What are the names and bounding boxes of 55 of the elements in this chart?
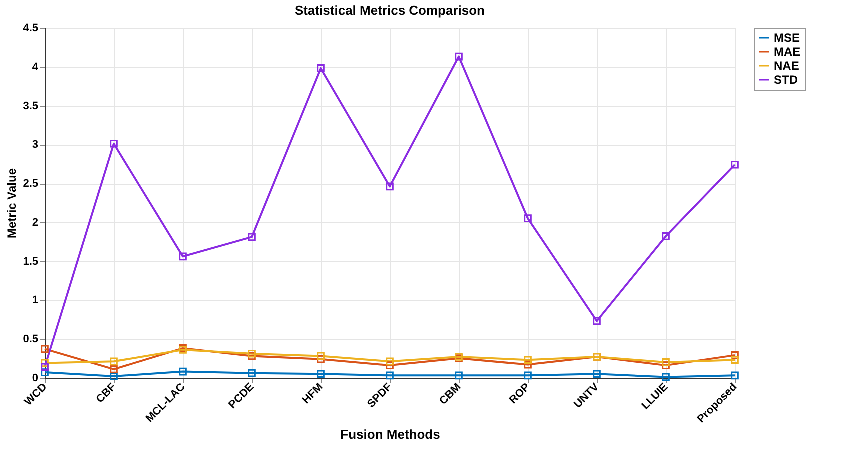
point [662, 232, 670, 240]
point [662, 358, 670, 366]
point [110, 358, 118, 366]
y-tick-label: 1.5 [23, 256, 38, 268]
point [386, 372, 394, 380]
point [41, 363, 49, 372]
point [386, 182, 394, 191]
point [455, 372, 463, 380]
point [248, 352, 256, 360]
point [41, 368, 49, 376]
point [317, 64, 325, 72]
point [386, 358, 394, 366]
point [662, 373, 670, 382]
point [593, 370, 601, 378]
point [524, 214, 532, 222]
y-tick-label: 3 [32, 139, 38, 152]
point [41, 359, 49, 368]
y-tick-label: 2 [32, 216, 38, 229]
legend-label: MAE [774, 45, 801, 59]
point [248, 233, 256, 242]
point [248, 350, 256, 358]
point [317, 355, 325, 364]
point [731, 160, 739, 169]
point [524, 356, 532, 364]
x-axis-title: Fusion Methods [340, 426, 440, 442]
point [248, 369, 256, 378]
point [593, 317, 601, 326]
y-tick-label: 0.5 [23, 334, 38, 346]
y-axis-title: Metric Value [5, 168, 20, 239]
y-tick-label: 2.5 [23, 178, 38, 190]
point [110, 372, 118, 380]
point [386, 362, 394, 370]
point [731, 372, 739, 380]
point [524, 372, 532, 380]
point [731, 356, 739, 364]
y-tick-label: 3.5 [23, 100, 38, 112]
y-tick-label: 4 [32, 61, 40, 74]
point [110, 140, 118, 148]
legend-label: NAE [774, 59, 800, 73]
point [662, 362, 670, 370]
y-tick-label: 1 [32, 294, 38, 307]
point [179, 368, 187, 376]
point [317, 370, 325, 378]
point [317, 352, 325, 360]
legend-label: MSE [774, 31, 800, 45]
point [41, 345, 49, 354]
point [731, 352, 739, 360]
point [110, 366, 118, 374]
legend-label: STD [774, 73, 798, 87]
y-tick-label: 0 [32, 372, 38, 384]
point [179, 252, 187, 261]
point [455, 52, 463, 61]
point [524, 360, 532, 369]
y-tick-label: 4.5 [23, 22, 38, 34]
chart-title: Statistical Metrics Comparison [295, 3, 486, 18]
